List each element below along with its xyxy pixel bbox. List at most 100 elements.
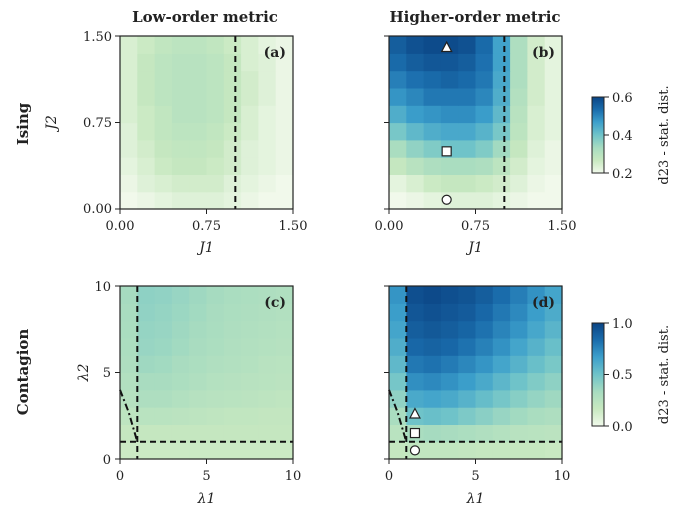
heatmap-cell xyxy=(137,389,156,408)
heatmap-cell xyxy=(406,174,425,193)
heatmap-cell xyxy=(406,320,425,339)
heatmap-cell xyxy=(137,286,156,304)
overlay-c xyxy=(119,286,293,459)
row-title-ising: Ising xyxy=(14,102,32,145)
heatmap-cell xyxy=(137,355,156,374)
heatmap-cell xyxy=(527,157,546,175)
x-axis-label-b: J1 xyxy=(465,240,483,256)
x-tick-label-c-2: 10 xyxy=(285,469,302,484)
heatmap-cell xyxy=(258,70,277,89)
x-tick-label-a-1: 0.75 xyxy=(192,219,221,234)
heatmap-cell xyxy=(258,36,277,54)
heatmap-cell xyxy=(120,139,138,158)
heatmap-cell xyxy=(120,337,138,356)
heatmap-cell xyxy=(275,389,294,408)
heatmap-cell xyxy=(154,286,173,304)
heatmap-cell xyxy=(475,53,494,72)
heatmap-cell xyxy=(475,139,494,158)
heatmap-cell xyxy=(389,355,407,374)
heatmap-cell xyxy=(154,372,173,391)
heatmap-cell xyxy=(171,36,190,54)
heatmap-cell xyxy=(241,53,259,72)
heatmap-cell xyxy=(241,372,259,391)
heatmap-cell xyxy=(223,36,242,54)
x-tick-label-a-2: 1.50 xyxy=(279,219,308,234)
heatmap-cell xyxy=(492,53,511,72)
y-tick-label-a-2: 1.50 xyxy=(83,30,112,45)
heatmap-cell xyxy=(171,424,190,443)
heatmap-cell xyxy=(440,174,459,193)
heatmap-cell xyxy=(189,70,208,89)
heatmap-cell xyxy=(406,389,425,408)
marker-circle xyxy=(409,445,421,456)
heatmap-cells-c xyxy=(120,286,294,460)
heatmap-cell xyxy=(544,303,563,322)
heatmap-cell xyxy=(171,139,190,158)
heatmap-cell xyxy=(258,441,277,460)
heatmap-cell xyxy=(258,355,277,374)
heatmap-cell xyxy=(137,105,156,124)
heatmap-cell xyxy=(475,36,494,54)
heatmap-cell xyxy=(406,303,425,322)
heatmap-cell xyxy=(120,174,138,193)
heatmap-cell xyxy=(389,122,407,141)
heatmap-cell xyxy=(406,70,425,89)
heatmap-cell xyxy=(423,424,442,443)
heatmap-cell xyxy=(475,122,494,141)
heatmap-cell xyxy=(223,389,242,408)
heatmap-cell xyxy=(440,372,459,391)
heatmap-cell xyxy=(223,320,242,339)
heatmap-cell xyxy=(120,372,138,391)
heatmap-cell xyxy=(440,87,459,106)
heatmap-cell xyxy=(206,424,225,443)
heatmap-cell xyxy=(406,337,425,356)
heatmap-cell xyxy=(510,122,528,141)
heatmap-cell xyxy=(189,174,208,193)
heatmap-cell xyxy=(137,36,156,54)
heatmap-cell xyxy=(137,191,156,210)
heatmap-cell xyxy=(492,122,511,141)
heatmap-cell xyxy=(406,139,425,158)
heatmap-cell xyxy=(189,303,208,322)
heatmap-cell xyxy=(544,87,563,106)
heatmap-cell xyxy=(492,303,511,322)
heatmap-cell xyxy=(389,286,407,304)
heatmap-cell xyxy=(440,337,459,356)
heatmap-cell xyxy=(137,303,156,322)
heatmap-cell xyxy=(544,191,563,210)
colorbar-ising-tick-label-1: 0.4 xyxy=(612,129,633,144)
colorbar-contagion-tick-label-1: 0.5 xyxy=(612,368,633,383)
heatmap-cell xyxy=(171,320,190,339)
panel-label-a: (a) xyxy=(264,45,286,61)
heatmap-cell xyxy=(206,389,225,408)
colorbar-ising: 0.6 0.4 0.2 d23 - stat. dist. xyxy=(591,85,672,185)
heatmap-cell xyxy=(389,174,407,193)
heatmap-cells-a xyxy=(120,36,294,210)
heatmap-cell xyxy=(458,191,477,210)
heatmap-cell xyxy=(440,389,459,408)
heatmap-cell xyxy=(475,286,494,304)
heatmap-cell xyxy=(171,105,190,124)
y-tick-label-a-1: 0.75 xyxy=(83,116,112,131)
heatmap-cell xyxy=(223,139,242,158)
heatmap-cell xyxy=(406,286,425,304)
heatmap-cell xyxy=(171,303,190,322)
heatmap-cell xyxy=(120,53,138,72)
heatmap-cell xyxy=(258,372,277,391)
x-tick-label-c-0: 0 xyxy=(116,469,124,484)
heatmap-cell xyxy=(544,407,563,425)
panel-label-c: (c) xyxy=(264,295,286,311)
heatmap-cell xyxy=(154,70,173,89)
heatmap-cell xyxy=(189,389,208,408)
heatmap-cell xyxy=(241,70,259,89)
heatmap-cell xyxy=(458,303,477,322)
heatmap-cell xyxy=(544,70,563,89)
heatmap-cell xyxy=(440,70,459,89)
heatmap-cell xyxy=(492,407,511,425)
heatmap-cell xyxy=(458,320,477,339)
heatmap-cell xyxy=(258,407,277,425)
colorbar-contagion-label: d23 - stat. dist. xyxy=(657,325,672,424)
colorbar-ising-tick-label-0: 0.6 xyxy=(612,91,633,106)
heatmap-cell xyxy=(171,355,190,374)
heatmap-cell xyxy=(258,53,277,72)
